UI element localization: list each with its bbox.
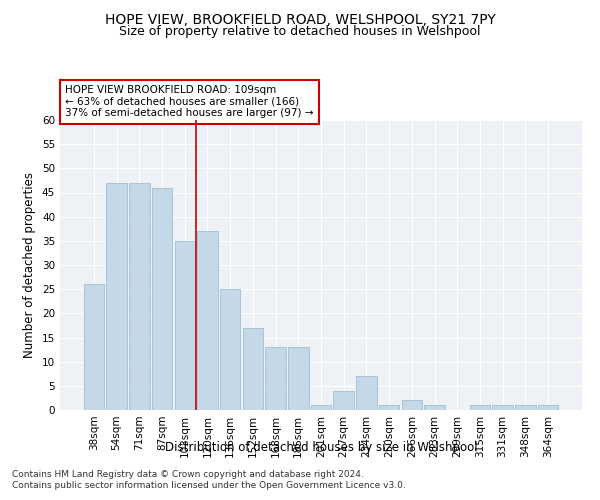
Bar [242, 328, 263, 410]
Bar [265, 347, 286, 410]
Text: Size of property relative to detached houses in Welshpool: Size of property relative to detached ho… [119, 25, 481, 38]
Text: Distribution of detached houses by size in Welshpool: Distribution of detached houses by size … [164, 441, 478, 454]
Y-axis label: Number of detached properties: Number of detached properties [23, 172, 37, 358]
Text: HOPE VIEW, BROOKFIELD ROAD, WELSHPOOL, SY21 7PY: HOPE VIEW, BROOKFIELD ROAD, WELSHPOOL, S… [104, 12, 496, 26]
Bar [106, 183, 127, 410]
Bar [311, 405, 331, 410]
Bar [356, 376, 377, 410]
Bar [401, 400, 422, 410]
Bar [334, 390, 354, 410]
Bar [129, 183, 149, 410]
Bar [379, 405, 400, 410]
Bar [84, 284, 104, 410]
Text: Contains public sector information licensed under the Open Government Licence v3: Contains public sector information licen… [12, 481, 406, 490]
Bar [493, 405, 513, 410]
Bar [515, 405, 536, 410]
Bar [152, 188, 172, 410]
Bar [220, 289, 241, 410]
Text: HOPE VIEW BROOKFIELD ROAD: 109sqm
← 63% of detached houses are smaller (166)
37%: HOPE VIEW BROOKFIELD ROAD: 109sqm ← 63% … [65, 85, 314, 118]
Bar [470, 405, 490, 410]
Text: Contains HM Land Registry data © Crown copyright and database right 2024.: Contains HM Land Registry data © Crown c… [12, 470, 364, 479]
Bar [288, 347, 308, 410]
Bar [424, 405, 445, 410]
Bar [175, 241, 195, 410]
Bar [538, 405, 558, 410]
Bar [197, 231, 218, 410]
